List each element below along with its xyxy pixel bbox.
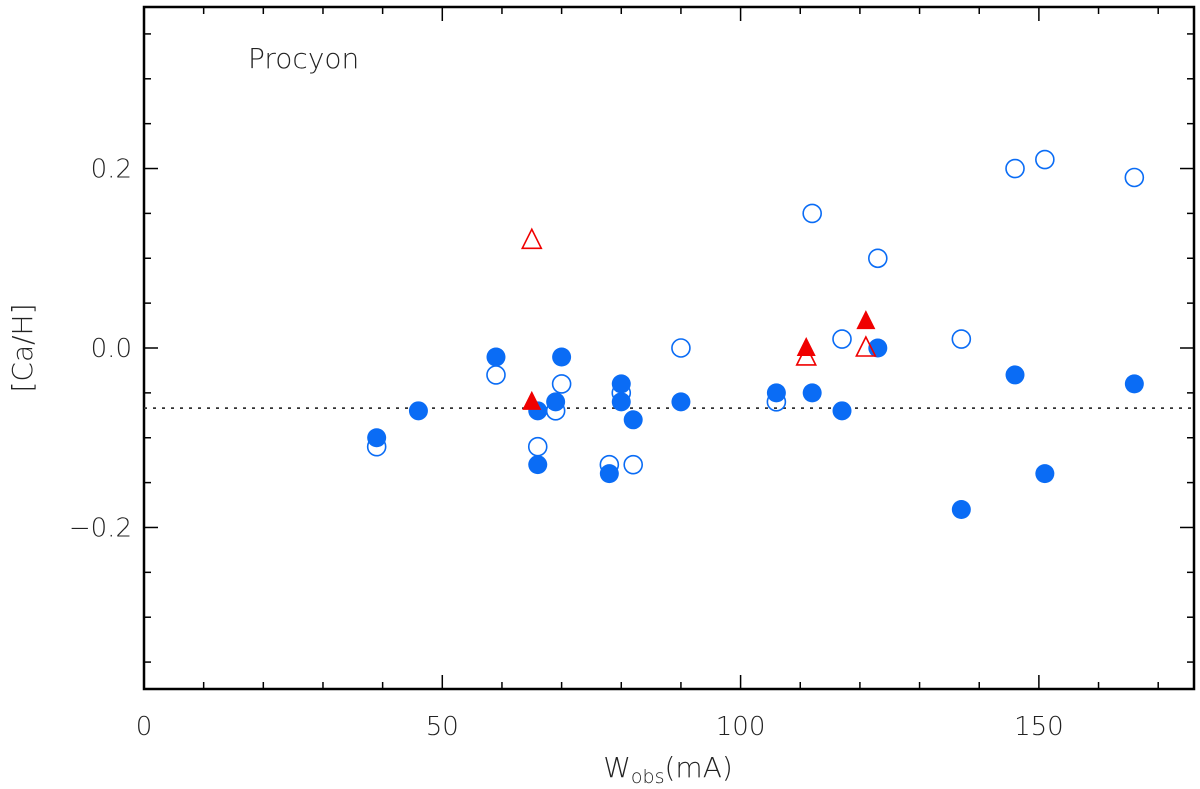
open-circle-point: [1035, 149, 1055, 170]
filled-circle-point: [611, 374, 631, 394]
plot-frame: [142, 5, 1196, 691]
open-circle-point: [802, 203, 822, 224]
y-tick-label: 0.2: [91, 155, 132, 185]
filled-circle-point: [528, 455, 548, 475]
axis-tick-labels: 0 50 100 150 −0.2 0.0 0.2: [69, 155, 1064, 742]
filled-circle-point: [552, 347, 572, 367]
filled-triangle-point: [796, 337, 816, 356]
chart-annotation: Procyon: [248, 42, 359, 75]
axis-ticks: [144, 7, 1194, 689]
open-circle-point: [1124, 167, 1145, 188]
x-axis-title-main: W: [603, 751, 631, 784]
filled-circle-point: [802, 383, 822, 403]
x-axis-title: Wobs(mA): [603, 751, 733, 788]
open-circle-point: [623, 454, 644, 475]
filled-circle-point: [408, 401, 428, 421]
filled-circle-point: [367, 428, 387, 448]
data-points: [366, 149, 1145, 520]
open-circle-point: [551, 374, 572, 394]
filled-circle-point: [486, 347, 506, 367]
filled-circle-point: [1005, 365, 1025, 385]
open-circle-point: [951, 329, 972, 349]
filled-circle-point: [951, 500, 971, 520]
x-tick-label: 150: [1014, 712, 1064, 742]
filled-circle-point: [1124, 374, 1144, 394]
x-axis-title-sub: obs: [631, 766, 665, 788]
y-tick-label: −0.2: [69, 513, 132, 543]
filled-circle-point: [1035, 464, 1055, 484]
open-circle-point: [671, 338, 691, 358]
x-tick-label: 50: [426, 712, 459, 742]
filled-triangle-point: [856, 310, 876, 330]
open-circle-point: [527, 436, 548, 457]
filled-circle-point: [766, 383, 786, 403]
x-axis-title-tail: (mA): [665, 751, 733, 784]
filled-circle-point: [546, 392, 566, 412]
open-triangle-point: [520, 227, 543, 250]
y-tick-label: 0.0: [91, 334, 132, 364]
open-circle-point: [832, 329, 852, 349]
filled-circle-point: [623, 410, 643, 430]
open-circle-point: [868, 248, 888, 269]
filled-circle-point: [671, 392, 691, 412]
x-tick-label: 0: [136, 712, 153, 742]
open-triangle-point: [855, 335, 877, 357]
y-axis-title: [Ca/H]: [6, 303, 39, 392]
open-circle-point: [486, 365, 506, 385]
open-circle-point: [1005, 158, 1025, 179]
filled-circle-point: [832, 401, 852, 421]
filled-circle-point: [599, 464, 619, 484]
filled-triangle-point: [522, 390, 542, 410]
filled-circle-point: [611, 392, 631, 412]
x-tick-label: 100: [716, 712, 766, 742]
